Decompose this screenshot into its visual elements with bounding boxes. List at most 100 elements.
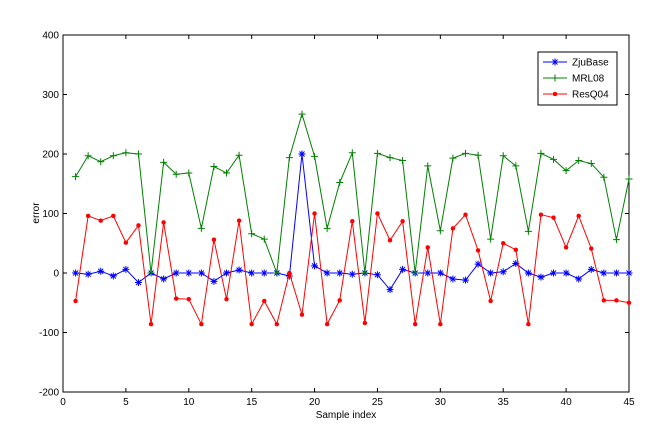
data-point-zjubase xyxy=(260,269,268,277)
series-mrl08 xyxy=(72,110,633,277)
legend: ZjuBase MRL08 ResQ04 xyxy=(537,51,618,106)
data-point-resq04 xyxy=(123,240,129,245)
series-zjubase xyxy=(72,150,633,294)
data-point-zjubase xyxy=(348,270,356,278)
data-point-resq04 xyxy=(563,245,569,250)
data-point-zjubase xyxy=(373,271,381,279)
data-point-zjubase xyxy=(122,265,130,273)
data-point-zjubase xyxy=(72,269,80,277)
legend-marker-zjubase xyxy=(551,58,559,66)
x-tick-label: 10 xyxy=(183,397,195,408)
x-tick-label: 30 xyxy=(435,397,447,408)
data-point-resq04 xyxy=(614,298,619,303)
data-point-zjubase xyxy=(424,269,432,277)
x-tick-label: 0 xyxy=(60,397,66,408)
data-point-mrl08 xyxy=(210,162,218,170)
data-point-mrl08 xyxy=(512,162,520,170)
data-point-zjubase xyxy=(562,269,570,277)
data-point-mrl08 xyxy=(411,269,419,277)
x-tick-label: 45 xyxy=(623,397,635,408)
data-point-mrl08 xyxy=(436,227,444,235)
data-point-mrl08 xyxy=(185,169,193,177)
data-point-resq04 xyxy=(73,298,78,304)
data-point-zjubase xyxy=(436,269,444,277)
data-point-mrl08 xyxy=(97,158,105,166)
y-tick-label: -200 xyxy=(39,388,59,399)
data-point-resq04 xyxy=(236,218,242,223)
data-point-resq04 xyxy=(362,320,368,326)
data-point-resq04 xyxy=(425,245,431,250)
data-point-resq04 xyxy=(249,321,254,327)
legend-item-mrl08: MRL08 xyxy=(543,74,605,85)
y-tick-label: 100 xyxy=(42,209,59,220)
data-point-mrl08 xyxy=(562,167,570,175)
data-point-resq04 xyxy=(199,321,204,327)
data-point-zjubase xyxy=(550,269,558,277)
data-point-mrl08 xyxy=(424,162,432,170)
data-point-zjubase xyxy=(223,269,231,277)
data-point-resq04 xyxy=(500,241,506,246)
data-point-zjubase xyxy=(160,275,168,283)
data-point-mrl08 xyxy=(499,152,507,160)
data-point-zjubase xyxy=(210,277,218,285)
data-point-mrl08 xyxy=(612,236,620,244)
data-point-zjubase xyxy=(587,265,595,273)
data-point-resq04 xyxy=(224,296,229,302)
data-point-mrl08 xyxy=(474,151,482,159)
data-point-resq04 xyxy=(551,215,556,220)
data-point-zjubase xyxy=(449,275,457,283)
y-tick-label: 0 xyxy=(53,269,59,280)
data-point-resq04 xyxy=(173,296,179,301)
data-point-resq04 xyxy=(85,213,91,219)
data-point-resq04 xyxy=(211,237,217,242)
data-point-zjubase xyxy=(248,269,256,277)
data-point-resq04 xyxy=(488,298,493,304)
data-point-resq04 xyxy=(324,321,330,327)
data-point-mrl08 xyxy=(109,152,117,160)
data-point-resq04 xyxy=(136,223,141,228)
data-point-resq04 xyxy=(538,212,544,217)
data-point-resq04 xyxy=(274,321,280,327)
legend-label-zjubase: ZjuBase xyxy=(572,58,609,69)
data-point-zjubase xyxy=(84,270,92,278)
data-point-resq04 xyxy=(261,298,267,304)
data-point-resq04 xyxy=(475,248,481,253)
data-point-zjubase xyxy=(487,269,495,277)
x-tick-label: 5 xyxy=(123,397,129,408)
legend-marker-mrl08 xyxy=(551,74,559,82)
x-tick-label: 25 xyxy=(372,397,384,408)
series-resq04 xyxy=(73,211,632,327)
data-point-resq04 xyxy=(98,218,103,223)
data-point-resq04 xyxy=(111,213,116,219)
y-tick-label: -100 xyxy=(39,328,59,339)
data-point-zjubase xyxy=(625,269,633,277)
data-point-resq04 xyxy=(412,321,418,327)
data-point-mrl08 xyxy=(625,175,633,183)
data-point-resq04 xyxy=(148,321,154,327)
data-point-zjubase xyxy=(461,276,469,284)
data-point-mrl08 xyxy=(160,158,168,166)
data-point-zjubase xyxy=(298,150,306,158)
data-point-mrl08 xyxy=(84,152,92,160)
data-point-resq04 xyxy=(287,270,292,276)
data-point-mrl08 xyxy=(575,157,583,165)
data-point-zjubase xyxy=(285,272,293,280)
data-point-resq04 xyxy=(161,220,166,225)
data-point-mrl08 xyxy=(386,154,394,162)
data-point-mrl08 xyxy=(524,227,532,235)
data-point-mrl08 xyxy=(461,149,469,157)
data-point-mrl08 xyxy=(361,269,369,277)
data-point-mrl08 xyxy=(550,155,558,163)
data-point-mrl08 xyxy=(235,151,243,159)
data-point-mrl08 xyxy=(336,179,344,187)
data-point-mrl08 xyxy=(399,157,407,165)
data-point-resq04 xyxy=(400,218,405,224)
data-point-resq04 xyxy=(375,211,380,216)
data-point-zjubase xyxy=(399,265,407,273)
data-point-zjubase xyxy=(474,260,482,268)
data-point-resq04 xyxy=(463,212,468,217)
data-point-resq04 xyxy=(626,300,632,305)
data-point-resq04 xyxy=(576,213,581,219)
legend-label-mrl08: MRL08 xyxy=(572,74,605,85)
